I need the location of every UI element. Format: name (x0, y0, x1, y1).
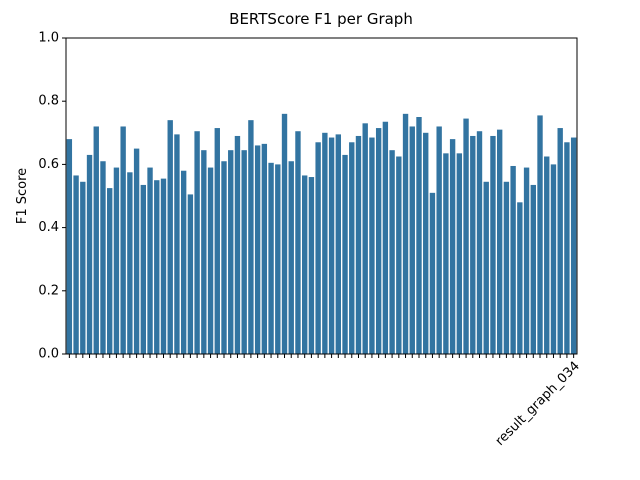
bar (456, 153, 463, 354)
bar (66, 139, 73, 354)
bar (268, 162, 274, 354)
bar (523, 167, 530, 354)
bar (429, 192, 436, 354)
bar (396, 156, 402, 354)
y-tick-label: 0.6 (38, 157, 59, 172)
bar (180, 170, 187, 354)
bar (483, 181, 489, 354)
bar (389, 150, 395, 354)
bar (113, 167, 120, 354)
bar (409, 126, 415, 354)
bar (214, 128, 220, 354)
plot-frame (65, 37, 578, 355)
bar (328, 137, 335, 354)
bar (288, 161, 294, 354)
y-axis-label: F1 Score (15, 168, 30, 224)
bar (369, 137, 375, 354)
bar (476, 131, 483, 354)
bar (550, 164, 557, 354)
y-tick-label: 0.4 (38, 220, 59, 235)
bar (100, 161, 106, 354)
bar (234, 135, 241, 354)
bar (557, 128, 563, 354)
bar (503, 181, 510, 354)
bar (120, 126, 126, 354)
bar (221, 161, 227, 354)
bar (248, 120, 254, 354)
bar (402, 113, 409, 354)
bar (295, 131, 301, 354)
bar (73, 175, 79, 354)
bar (342, 154, 348, 354)
bar (302, 175, 308, 354)
bar (133, 148, 140, 354)
bar (490, 135, 496, 354)
bar (375, 128, 382, 354)
bar (127, 172, 133, 354)
bar (107, 188, 113, 354)
bar (167, 120, 173, 354)
bar (254, 145, 261, 354)
bar (207, 167, 214, 354)
bar (86, 154, 93, 354)
bar (261, 143, 268, 354)
bar (160, 178, 167, 354)
bar (362, 123, 368, 354)
y-tick-label: 0.0 (38, 347, 59, 362)
x-tick-label: result_graph_034 (493, 359, 583, 449)
bar (470, 135, 476, 354)
y-tick-label: 0.2 (38, 283, 59, 298)
bar (382, 121, 389, 355)
bar (281, 113, 288, 354)
bar (449, 139, 456, 354)
bar (335, 134, 341, 354)
bar (570, 137, 577, 354)
bar (517, 202, 523, 354)
bar (443, 153, 449, 354)
bar (322, 132, 328, 354)
bar (530, 184, 536, 354)
bar (80, 181, 86, 354)
bar (349, 142, 355, 354)
bar (187, 194, 194, 354)
bar (315, 142, 321, 354)
bar (194, 131, 200, 354)
bar (154, 180, 160, 354)
bar (510, 165, 516, 354)
bar (355, 135, 362, 354)
bar (416, 117, 422, 354)
bar (537, 115, 543, 354)
y-tick-label: 1.0 (38, 31, 59, 46)
y-tick-label: 0.8 (38, 94, 59, 109)
bar (544, 156, 550, 354)
bar (308, 177, 315, 354)
bar (147, 167, 153, 354)
bar (423, 132, 429, 354)
bar (436, 126, 442, 354)
bar (463, 118, 469, 354)
bar (174, 134, 180, 354)
bar (228, 150, 234, 354)
bar (201, 150, 207, 354)
bar (496, 129, 503, 354)
bar (275, 164, 281, 354)
chart-title: BERTScore F1 per Graph (229, 10, 413, 28)
bar (241, 150, 247, 354)
bar (564, 142, 570, 354)
bar (140, 184, 147, 354)
bar (93, 126, 99, 354)
